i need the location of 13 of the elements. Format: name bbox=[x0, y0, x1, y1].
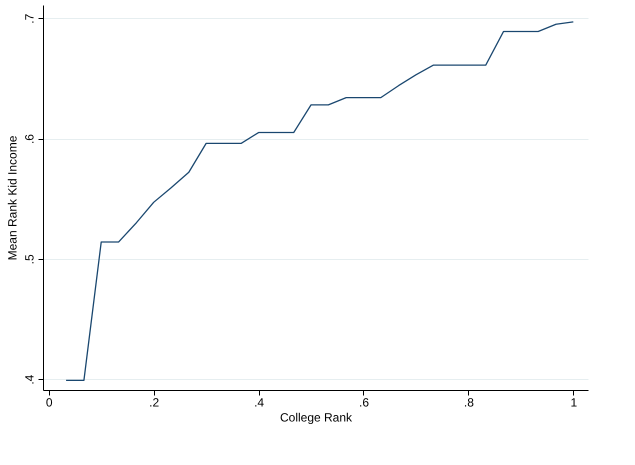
y-axis-title: Mean Rank Kid Income bbox=[6, 135, 20, 260]
y-tick-label: .6 bbox=[22, 134, 36, 144]
y-tick-label: .4 bbox=[22, 374, 36, 385]
line-series bbox=[65, 21, 574, 382]
x-tick-label: 0 bbox=[46, 396, 53, 410]
x-axis-title: College Rank bbox=[280, 410, 354, 424]
x-tick-label: .2 bbox=[149, 396, 160, 410]
x-tick-label: 1 bbox=[570, 396, 578, 410]
y-tick-label: .5 bbox=[22, 254, 36, 264]
x-tick-label: .6 bbox=[358, 396, 370, 410]
x-tick-label: .4 bbox=[254, 396, 264, 410]
x-tick-label: .8 bbox=[464, 396, 474, 410]
y-tick-label: .7 bbox=[22, 13, 36, 24]
